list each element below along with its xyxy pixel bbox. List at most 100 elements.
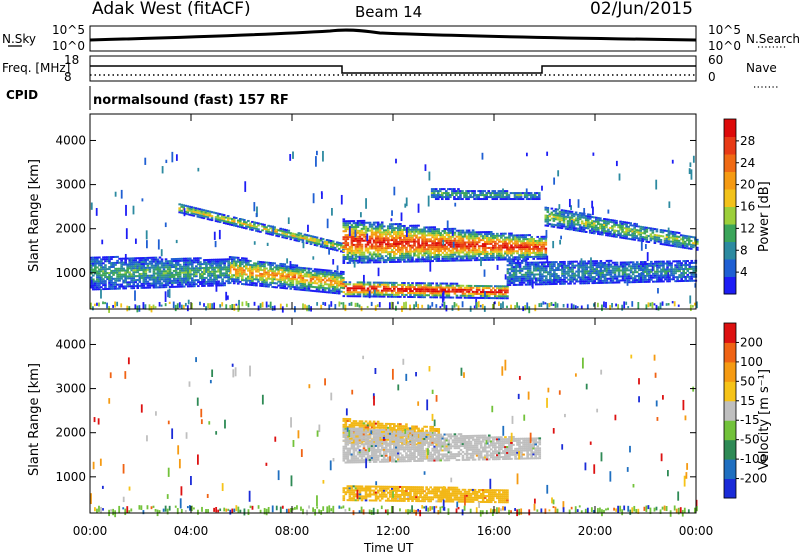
heatmap-cell (593, 260, 597, 263)
heatmap-cell (421, 240, 424, 243)
heatmap-cell (437, 286, 441, 289)
heatmap-cell (114, 271, 117, 274)
heatmap-cell (257, 230, 260, 233)
heatmap-cell (475, 284, 479, 287)
heatmap-cell (568, 218, 572, 221)
heatmap-cell (174, 279, 178, 282)
heatmap-cell (427, 234, 430, 237)
heatmap-cell (528, 279, 532, 282)
heatmap-cell (374, 285, 378, 288)
heatmap-cell (116, 269, 119, 272)
heatmap-cell (140, 269, 144, 271)
heatmap-cell (605, 222, 608, 225)
heatmap-cell (193, 271, 196, 274)
heatmap-cell (445, 251, 449, 254)
heatmap-cell (372, 241, 376, 244)
heatmap-cell (665, 237, 669, 240)
heatmap-cell (130, 261, 134, 264)
heatmap-cell (419, 296, 422, 299)
heatmap-cell (213, 278, 216, 281)
heatmap-cell (693, 236, 697, 239)
heatmap-cell (587, 274, 591, 277)
heatmap-cell (570, 212, 574, 215)
heatmap-cell (230, 278, 234, 281)
heatmap-cell (142, 262, 146, 265)
heatmap-cell (132, 269, 136, 272)
heatmap-cell (631, 279, 635, 282)
heatmap-cell (506, 289, 509, 292)
heatmap-cell (197, 263, 200, 266)
heatmap-cell (354, 239, 358, 242)
heatmap-cell (585, 282, 589, 285)
heatmap-cell (209, 282, 212, 285)
heatmap-cell (360, 223, 364, 226)
heatmap-cell (382, 241, 386, 244)
heatmap-cell (382, 233, 386, 236)
heatmap-cell (417, 248, 420, 251)
heatmap-cell (607, 265, 611, 268)
heatmap-cell (583, 272, 587, 275)
heatmap-cell (461, 239, 465, 242)
heatmap-cell (192, 208, 196, 211)
heatmap-cell (653, 240, 657, 242)
heatmap-cell (633, 263, 637, 266)
heatmap-cell (150, 274, 154, 277)
heatmap-cell (518, 254, 521, 257)
heatmap-cell (213, 260, 216, 263)
heatmap-cell (378, 295, 382, 298)
heatmap-cell (102, 282, 105, 285)
heatmap-cell (390, 249, 394, 252)
heatmap-cell (226, 221, 230, 224)
heatmap-cell (234, 217, 238, 220)
heatmap-cell (455, 249, 459, 252)
heatmap-cell (232, 220, 236, 223)
heatmap-cell (544, 255, 548, 258)
heatmap-cell (668, 270, 671, 273)
heatmap-cell (443, 286, 447, 289)
heatmap-cell (449, 251, 453, 254)
heatmap-cell (508, 232, 511, 235)
heatmap-cell (267, 224, 270, 227)
heatmap-cell (427, 248, 430, 251)
heatmap-cell (679, 246, 683, 249)
heatmap-cell (643, 232, 647, 235)
heatmap-cell (566, 224, 570, 227)
heatmap-cell (584, 215, 588, 218)
heatmap-cell (572, 223, 576, 226)
heatmap-cell (459, 247, 463, 250)
heatmap-cell (437, 255, 441, 258)
heatmap-cell (545, 261, 548, 264)
heatmap-cell (514, 273, 518, 276)
heatmap-cell (263, 283, 266, 286)
heatmap-cell (510, 274, 514, 277)
heatmap-cell (443, 249, 447, 252)
heatmap-cell (639, 239, 643, 242)
heatmap-cell (544, 247, 548, 250)
heatmap-cell (279, 282, 282, 285)
heatmap-cell (489, 254, 493, 257)
heatmap-cell (585, 272, 589, 275)
heatmap-cell (372, 245, 376, 248)
heatmap-cell (586, 215, 590, 218)
heatmap-cell (576, 229, 580, 232)
heatmap-cell (358, 223, 362, 226)
heatmap-cell (546, 214, 550, 217)
heatmap-cell (232, 274, 236, 277)
heatmap-cell (419, 232, 422, 235)
heatmap-cell (267, 232, 270, 235)
heatmap-cell (560, 215, 564, 218)
heatmap-cell (435, 234, 439, 237)
heatmap-cell (564, 211, 568, 214)
heatmap-cell (211, 270, 214, 273)
heatmap-cell (207, 278, 210, 281)
heatmap-cell (619, 265, 623, 268)
heatmap-cell (164, 278, 168, 281)
heatmap-cell (573, 282, 576, 285)
heatmap-cell (346, 248, 350, 251)
heatmap-cell (443, 292, 447, 295)
heatmap-cell (579, 264, 582, 267)
heatmap-cell (453, 239, 457, 242)
heatmap-cell (269, 273, 272, 276)
heatmap-cell (578, 230, 582, 232)
